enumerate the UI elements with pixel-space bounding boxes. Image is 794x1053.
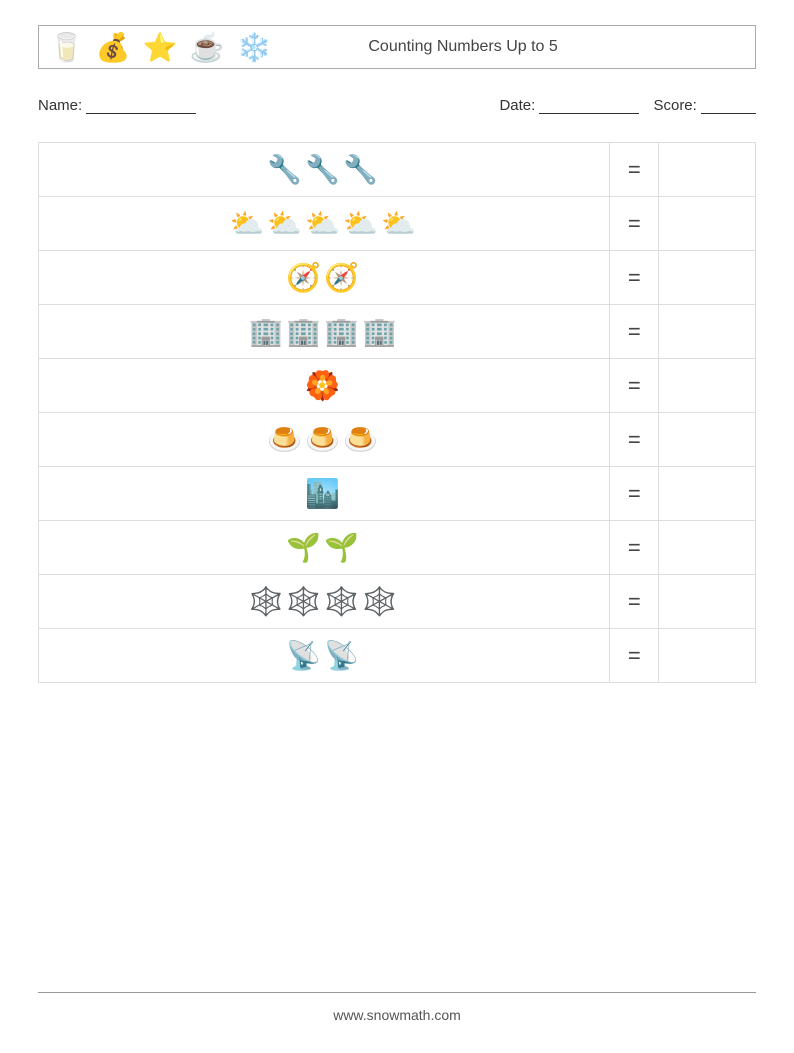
table-row: 🏵️= xyxy=(39,359,756,413)
answer-cell[interactable] xyxy=(659,197,756,251)
date-label-text: Date: xyxy=(499,97,535,114)
meta-row: Name: Date: Score: xyxy=(38,97,756,114)
table-row: 🏢🏢🏢🏢= xyxy=(39,305,756,359)
name-blank[interactable] xyxy=(86,98,196,114)
answer-cell[interactable] xyxy=(659,359,756,413)
worksheet-title: Counting Numbers Up to 5 xyxy=(368,38,557,56)
footer-divider xyxy=(38,992,756,993)
table-row: 📡📡= xyxy=(39,629,756,683)
date-label: Date: xyxy=(499,97,639,114)
score-blank[interactable] xyxy=(701,98,756,114)
answer-cell[interactable] xyxy=(659,629,756,683)
equals-cell: = xyxy=(610,575,659,629)
equals-cell: = xyxy=(610,467,659,521)
answer-cell[interactable] xyxy=(659,413,756,467)
counting-icons-cell: 🌱🌱 xyxy=(39,521,610,575)
table-row: 🌱🌱= xyxy=(39,521,756,575)
equals-cell: = xyxy=(610,305,659,359)
equals-cell: = xyxy=(610,251,659,305)
table-row: 🕸️🕸️🕸️🕸️= xyxy=(39,575,756,629)
name-label-text: Name: xyxy=(38,97,82,114)
table-row: 🏙️= xyxy=(39,467,756,521)
answer-cell[interactable] xyxy=(659,467,756,521)
counting-icons-cell: ⛅⛅⛅⛅⛅ xyxy=(39,197,610,251)
counting-icons-cell: 📡📡 xyxy=(39,629,610,683)
equals-cell: = xyxy=(610,143,659,197)
header-decor-icon: ⭐ xyxy=(143,31,178,64)
score-label: Score: xyxy=(653,97,756,114)
equals-cell: = xyxy=(610,629,659,683)
counting-icons-cell: 🕸️🕸️🕸️🕸️ xyxy=(39,575,610,629)
answer-cell[interactable] xyxy=(659,521,756,575)
counting-icons-cell: 🏙️ xyxy=(39,467,610,521)
counting-icons-cell: 🔧🔧🔧 xyxy=(39,143,610,197)
counting-icons-cell: 🏵️ xyxy=(39,359,610,413)
header-decor-icon: 💰 xyxy=(96,31,131,64)
footer-url: www.snowmath.com xyxy=(0,1007,794,1023)
name-label: Name: xyxy=(38,97,196,114)
answer-cell[interactable] xyxy=(659,575,756,629)
answer-cell[interactable] xyxy=(659,251,756,305)
worksheet-tbody: 🔧🔧🔧=⛅⛅⛅⛅⛅=🧭🧭=🏢🏢🏢🏢=🏵️=🍮🍮🍮=🏙️=🌱🌱=🕸️🕸️🕸️🕸️=… xyxy=(39,143,756,683)
header-decor-icon: ❄️ xyxy=(237,31,272,64)
equals-cell: = xyxy=(610,521,659,575)
equals-cell: = xyxy=(610,359,659,413)
counting-icons-cell: 🍮🍮🍮 xyxy=(39,413,610,467)
equals-cell: = xyxy=(610,413,659,467)
worksheet-table: 🔧🔧🔧=⛅⛅⛅⛅⛅=🧭🧭=🏢🏢🏢🏢=🏵️=🍮🍮🍮=🏙️=🌱🌱=🕸️🕸️🕸️🕸️=… xyxy=(38,142,756,683)
counting-icons-cell: 🧭🧭 xyxy=(39,251,610,305)
answer-cell[interactable] xyxy=(659,305,756,359)
equals-cell: = xyxy=(610,197,659,251)
table-row: 🔧🔧🔧= xyxy=(39,143,756,197)
header-decor-icon: ☕ xyxy=(190,31,225,64)
answer-cell[interactable] xyxy=(659,143,756,197)
header-bar: 🥛 💰 ⭐ ☕ ❄️ Counting Numbers Up to 5 xyxy=(38,25,756,69)
date-blank[interactable] xyxy=(539,98,639,114)
table-row: 🍮🍮🍮= xyxy=(39,413,756,467)
table-row: 🧭🧭= xyxy=(39,251,756,305)
score-label-text: Score: xyxy=(653,97,696,114)
header-decor-icons: 🥛 💰 ⭐ ☕ ❄️ xyxy=(49,31,271,64)
header-decor-icon: 🥛 xyxy=(49,31,84,64)
counting-icons-cell: 🏢🏢🏢🏢 xyxy=(39,305,610,359)
table-row: ⛅⛅⛅⛅⛅= xyxy=(39,197,756,251)
